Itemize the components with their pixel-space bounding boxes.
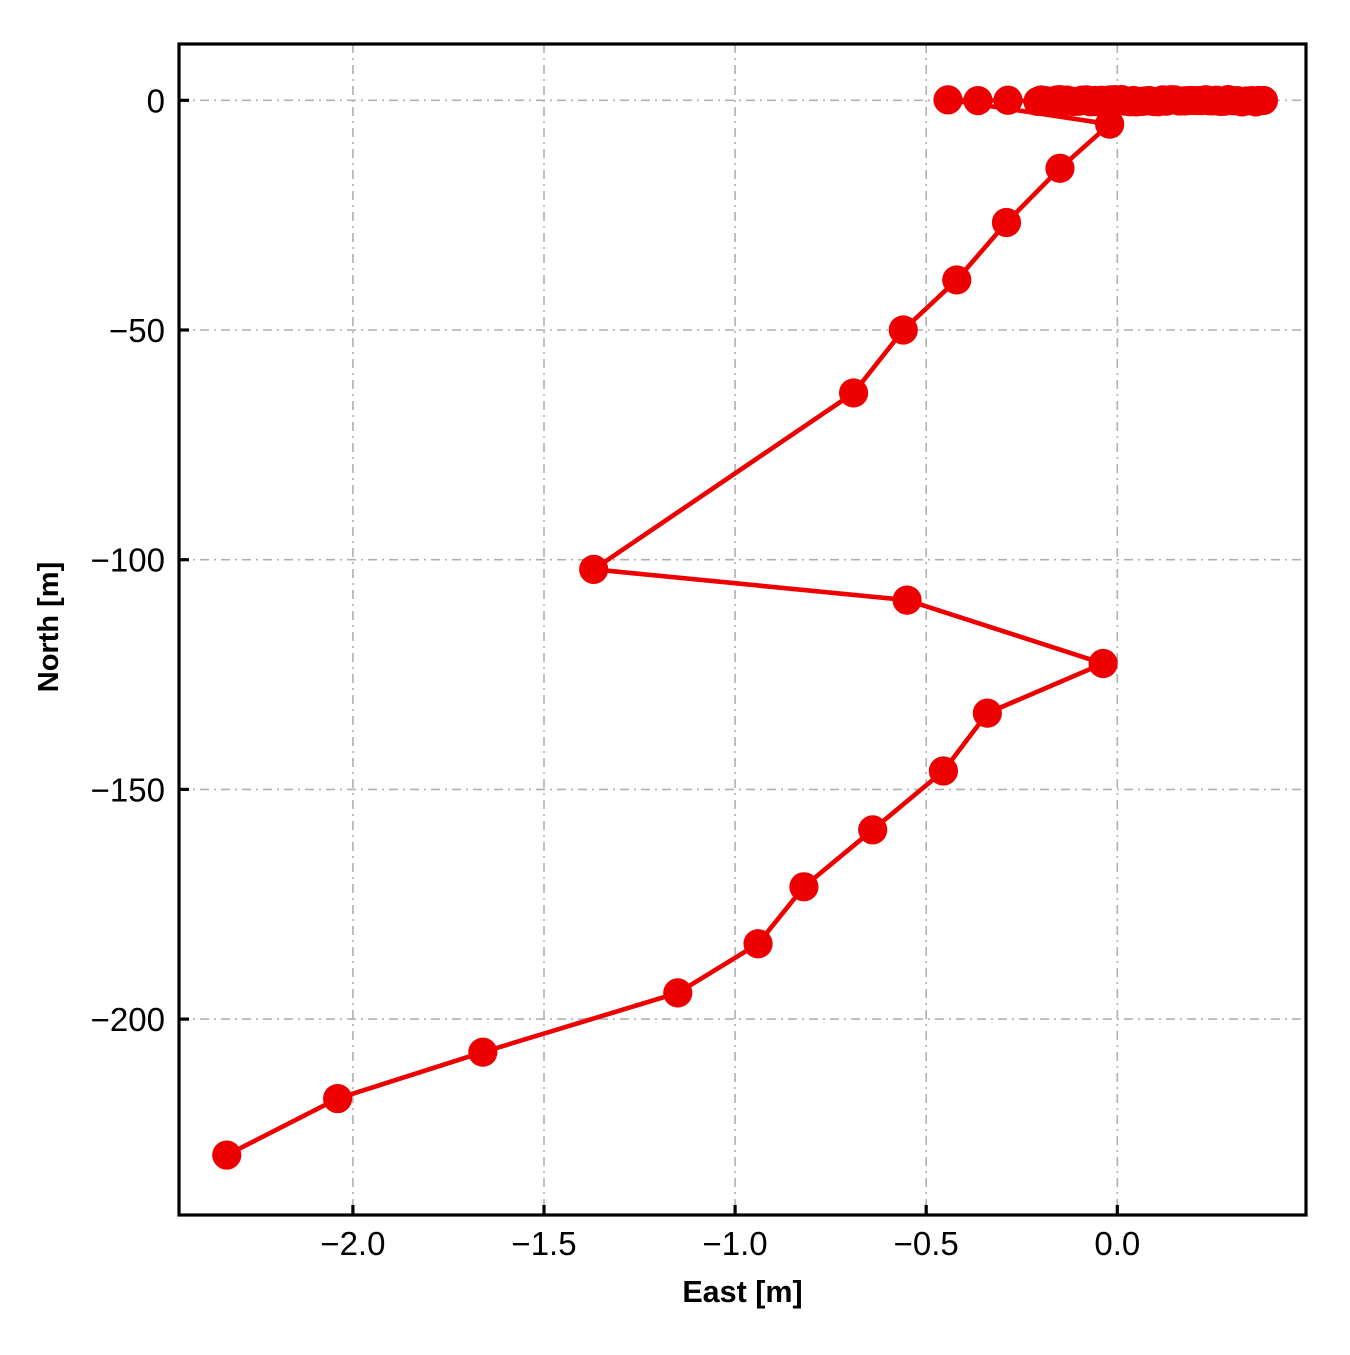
- svg-text:North [m]: North [m]: [33, 562, 65, 692]
- svg-text:−0.5: −0.5: [894, 1225, 959, 1262]
- svg-text:−1.0: −1.0: [703, 1225, 768, 1262]
- svg-text:−2.0: −2.0: [320, 1225, 385, 1262]
- svg-text:−200: −200: [91, 1001, 165, 1038]
- svg-text:East [m]: East [m]: [682, 1275, 802, 1309]
- svg-text:0: 0: [147, 82, 165, 119]
- svg-text:0.0: 0.0: [1094, 1225, 1140, 1262]
- svg-text:−150: −150: [91, 771, 165, 808]
- svg-text:−100: −100: [91, 542, 165, 579]
- svg-text:−1.5: −1.5: [511, 1225, 576, 1262]
- svg-text:−50: −50: [109, 312, 165, 349]
